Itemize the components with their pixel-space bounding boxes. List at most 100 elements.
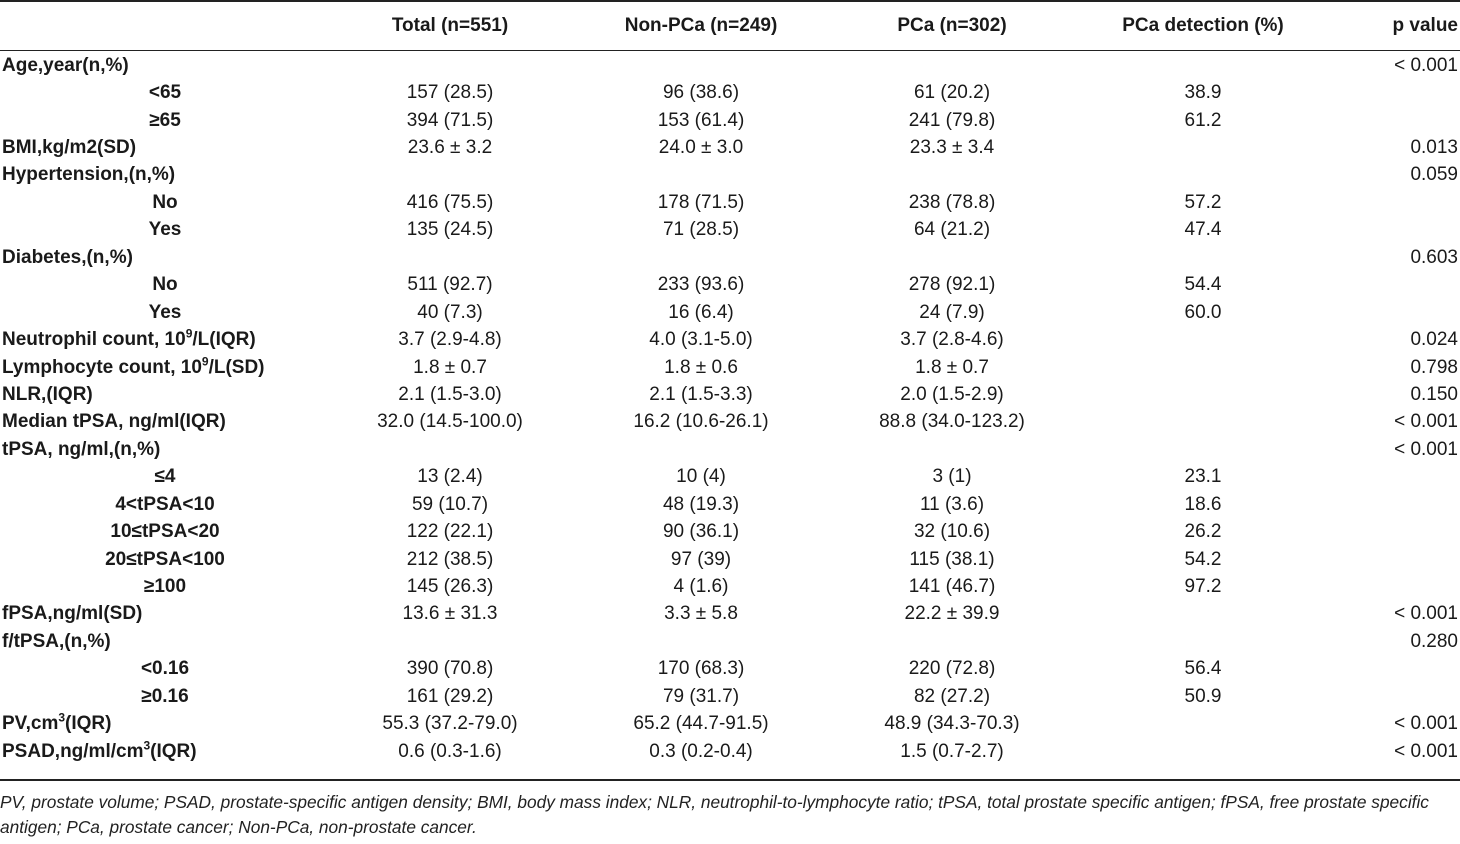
cell-non-pca: 2.1 (1.5-3.3)	[649, 383, 753, 405]
cell-non-pca	[570, 436, 832, 463]
header-row: Total (n=551) Non-PCa (n=249) PCa (n=302…	[0, 0, 1460, 52]
cell-detection	[1072, 409, 1334, 436]
cell-total	[330, 52, 570, 79]
cell-total: 40 (7.3)	[417, 301, 483, 323]
table-row: <0.16 390 (70.8) 170 (68.3) 220 (72.8) 56.4	[0, 656, 1460, 683]
table-row: NLR,(IQR) 2.1 (1.5-3.0) 2.1 (1.5-3.3) 2.0 (…	[0, 381, 1460, 408]
cell-detection: 57.2	[1184, 191, 1222, 213]
cell-pca: 278 (92.1)	[908, 274, 996, 296]
row-label: Median tPSA, ng/ml(IQR)	[0, 409, 330, 436]
cell-detection	[1072, 52, 1334, 79]
cell-detection: 60.0	[1184, 301, 1222, 323]
row-label-text: <0.16	[140, 658, 190, 680]
cell-total: 13 (2.4)	[417, 466, 483, 488]
header-detection: PCa detection (%)	[1122, 15, 1284, 36]
cell-p-value: < 0.001	[1394, 54, 1458, 76]
cell-p-value	[1334, 107, 1460, 134]
cell-detection	[1072, 354, 1334, 381]
row-label-suffix: (IQR)	[150, 740, 197, 762]
cell-p-value	[1334, 656, 1460, 683]
table-row: ≤4 13 (2.4) 10 (4) 3 (1) 23.1	[0, 464, 1460, 491]
cell-pca	[832, 162, 1072, 189]
row-label-superscript: 3	[143, 738, 151, 753]
header-total: Total (n=551)	[391, 15, 509, 36]
cell-detection: 47.4	[1184, 219, 1222, 241]
row-label-suffix: /L(SD)	[208, 356, 265, 378]
cell-p-value: 0.798	[1410, 356, 1458, 378]
cell-total: 416 (75.5)	[406, 191, 494, 213]
cell-detection	[1072, 381, 1334, 408]
cell-p-value	[1334, 299, 1460, 326]
cell-pca	[832, 436, 1072, 463]
row-label-text: Neutrophil count, 10	[2, 329, 186, 351]
table-row: PSAD,ng/ml/cm3(IQR) 0.6 (0.3-1.6) 0.3 (0.2…	[0, 738, 1460, 765]
cell-p-value: < 0.001	[1394, 603, 1458, 625]
row-label-text: Yes	[148, 219, 182, 241]
row-label-suffix: (IQR)	[65, 713, 112, 735]
cell-total: 394 (71.5)	[406, 109, 494, 131]
header-p-value: p value	[1392, 15, 1458, 36]
row-label-superscript: 9	[201, 354, 209, 369]
row-label: fPSA,ng/ml(SD)	[0, 601, 330, 628]
cell-non-pca: 71 (28.5)	[662, 219, 740, 241]
cell-total: 511 (92.7)	[407, 274, 493, 296]
row-label-text: fPSA,ng/ml(SD)	[2, 603, 143, 625]
cell-pca: 3 (1)	[932, 466, 972, 488]
table-row: f/tPSA,(n,%) 0.280	[0, 628, 1460, 655]
cell-p-value: < 0.001	[1394, 411, 1458, 433]
row-label: Lymphocyte count, 109/L(SD)	[0, 354, 330, 381]
table-row: PV,cm3(IQR) 55.3 (37.2-79.0) 65.2 (44.7-91…	[0, 711, 1460, 738]
row-label-text: ≤4	[154, 466, 176, 488]
cell-non-pca: 79 (31.7)	[662, 685, 740, 707]
cell-detection	[1072, 601, 1334, 628]
row-label-superscript: 3	[58, 710, 66, 725]
cell-p-value	[1334, 518, 1460, 545]
cell-total	[330, 436, 570, 463]
table-row: Age,year(n,%) < 0.001	[0, 52, 1460, 79]
row-label-text: Median tPSA, ng/ml(IQR)	[2, 411, 226, 433]
row-label-text: <65	[148, 82, 182, 104]
cell-total: 13.6 ± 31.3	[402, 603, 498, 625]
row-sublabel: <0.16	[0, 656, 330, 683]
row-sublabel: 20≤tPSA<100	[0, 546, 330, 573]
row-label-text: Age,year(n,%)	[2, 54, 129, 76]
cell-detection: 54.2	[1184, 548, 1222, 570]
cell-total: 1.8 ± 0.7	[413, 356, 487, 378]
cell-non-pca	[570, 52, 832, 79]
cell-non-pca: 4 (1.6)	[673, 576, 729, 598]
cell-pca: 2.0 (1.5-2.9)	[900, 383, 1004, 405]
table-row: BMI,kg/m2(SD) 23.6 ± 3.2 24.0 ± 3.0 23.3 ± …	[0, 134, 1460, 161]
table-header: Total (n=551) Non-PCa (n=249) PCa (n=302…	[0, 0, 1460, 52]
cell-total: 122 (22.1)	[406, 521, 494, 543]
cell-pca	[832, 244, 1072, 271]
cell-detection	[1072, 162, 1334, 189]
table-row: Yes 40 (7.3) 16 (6.4) 24 (7.9) 60.0	[0, 299, 1460, 326]
cell-detection	[1072, 628, 1334, 655]
row-label-text: ≥100	[143, 576, 187, 598]
cell-total: 2.1 (1.5-3.0)	[398, 383, 502, 405]
cell-pca: 238 (78.8)	[908, 191, 996, 213]
table-row: No 511 (92.7) 233 (93.6) 278 (92.1) 54.4	[0, 272, 1460, 299]
cell-total	[330, 628, 570, 655]
cell-p-value: 0.150	[1410, 383, 1458, 405]
cell-non-pca: 65.2 (44.7-91.5)	[633, 713, 769, 735]
row-label: f/tPSA,(n,%)	[0, 628, 330, 655]
cell-pca: 1.5 (0.7-2.7)	[900, 740, 1004, 762]
table-row: 4<tPSA<10 59 (10.7) 48 (19.3) 11 (3.6) 18.6	[0, 491, 1460, 518]
cell-p-value	[1334, 189, 1460, 216]
row-sublabel: Yes	[0, 299, 330, 326]
cell-total: 390 (70.8)	[406, 658, 494, 680]
header-label	[0, 0, 330, 52]
cell-detection: 38.9	[1184, 82, 1222, 104]
cell-pca: 32 (10.6)	[913, 521, 991, 543]
table-top-rule	[0, 0, 1460, 2]
cell-non-pca: 24.0 ± 3.0	[658, 137, 744, 159]
cell-non-pca: 16.2 (10.6-26.1)	[633, 411, 769, 433]
cell-pca: 3.7 (2.8-4.6)	[900, 329, 1004, 351]
table-row: fPSA,ng/ml(SD) 13.6 ± 31.3 3.3 ± 5.8 22.2 ±…	[0, 601, 1460, 628]
row-sublabel: Yes	[0, 217, 330, 244]
cell-pca: 48.9 (34.3-70.3)	[884, 713, 1020, 735]
cell-p-value	[1334, 272, 1460, 299]
cell-p-value	[1334, 217, 1460, 244]
cell-total: 23.6 ± 3.2	[407, 137, 493, 159]
